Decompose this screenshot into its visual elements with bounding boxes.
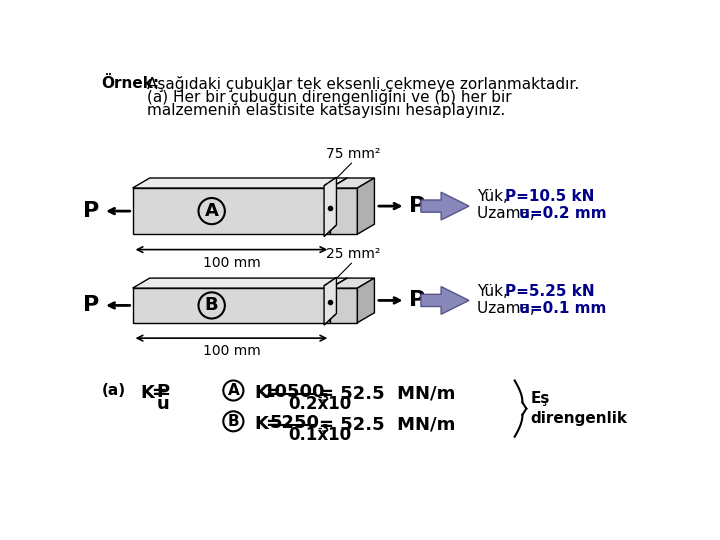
Text: P: P — [409, 196, 426, 216]
Polygon shape — [330, 178, 347, 234]
Polygon shape — [421, 192, 469, 220]
Text: u=0.1 mm: u=0.1 mm — [518, 301, 606, 315]
Text: K: K — [254, 384, 268, 402]
Text: =: = — [265, 384, 280, 402]
Text: Uzama,: Uzama, — [477, 206, 539, 221]
Text: 25 mm²: 25 mm² — [326, 247, 381, 261]
Polygon shape — [132, 188, 330, 234]
Text: Aşağıdaki çubuklar tek eksenli çekmeye zorlanmaktadır.: Aşağıdaki çubuklar tek eksenli çekmeye z… — [147, 76, 579, 92]
Polygon shape — [330, 188, 357, 234]
Text: 75 mm²: 75 mm² — [326, 147, 381, 161]
Text: 0.2x10: 0.2x10 — [289, 395, 351, 413]
Text: A: A — [204, 202, 219, 220]
Text: u: u — [156, 395, 169, 413]
Text: P=10.5 kN: P=10.5 kN — [505, 190, 594, 204]
Polygon shape — [330, 178, 374, 188]
Polygon shape — [132, 288, 330, 323]
Text: Eş
direngenlik: Eş direngenlik — [530, 391, 627, 426]
Polygon shape — [132, 278, 347, 288]
Text: P: P — [83, 295, 99, 315]
Text: 0.1x10: 0.1x10 — [289, 426, 351, 444]
Polygon shape — [421, 287, 469, 314]
Polygon shape — [324, 278, 336, 325]
Text: A: A — [228, 383, 239, 398]
Text: = 52.5  MN/m: = 52.5 MN/m — [320, 415, 456, 433]
Text: -3: -3 — [318, 423, 330, 434]
Text: (a): (a) — [102, 383, 126, 398]
Text: K: K — [254, 415, 268, 433]
Text: P: P — [409, 291, 426, 310]
Text: -3: -3 — [318, 393, 330, 403]
Text: =: = — [151, 384, 166, 402]
Polygon shape — [357, 178, 374, 234]
Text: Uzama,: Uzama, — [477, 301, 539, 315]
Polygon shape — [330, 288, 357, 323]
Text: 5250: 5250 — [269, 414, 320, 431]
Polygon shape — [324, 177, 336, 237]
Text: Yük,: Yük, — [477, 284, 513, 299]
Text: Örnek:: Örnek: — [102, 76, 160, 91]
Polygon shape — [330, 278, 347, 323]
Text: u=0.2 mm: u=0.2 mm — [518, 206, 606, 221]
Polygon shape — [357, 278, 374, 323]
Text: B: B — [228, 414, 239, 429]
Text: =: = — [265, 415, 280, 433]
Polygon shape — [330, 278, 374, 288]
Text: 100 mm: 100 mm — [202, 345, 261, 359]
Text: 100 mm: 100 mm — [202, 256, 261, 270]
Text: (a) Her bir çubuğun direngenliğini ve (b) her bir: (a) Her bir çubuğun direngenliğini ve (b… — [147, 90, 511, 105]
Text: K: K — [140, 384, 154, 402]
Text: P: P — [83, 201, 99, 221]
Text: P: P — [156, 383, 169, 401]
Text: = 52.5  MN/m: = 52.5 MN/m — [320, 384, 456, 402]
Text: P=5.25 kN: P=5.25 kN — [505, 284, 594, 299]
Text: Yük,: Yük, — [477, 190, 513, 204]
Text: B: B — [205, 296, 218, 314]
Text: malzemenin elastisite katsayısını hesaplayınız.: malzemenin elastisite katsayısını hesapl… — [147, 103, 505, 118]
Text: 10500: 10500 — [264, 383, 326, 401]
Polygon shape — [132, 178, 347, 188]
